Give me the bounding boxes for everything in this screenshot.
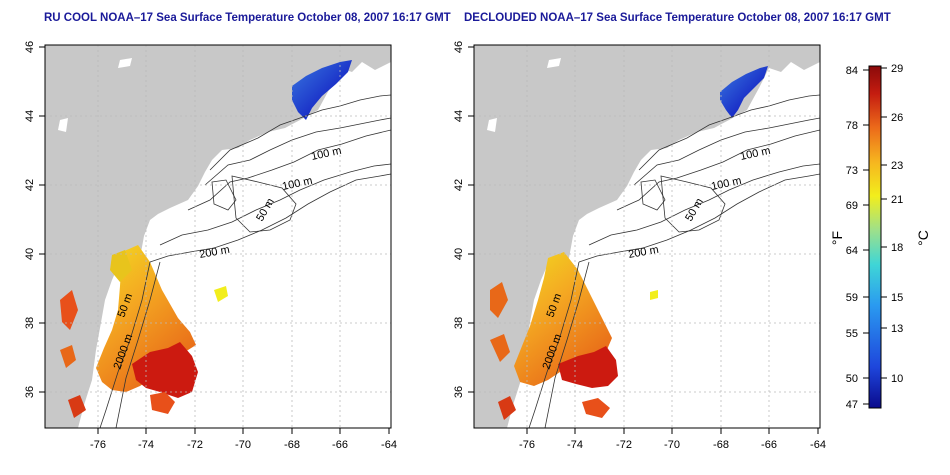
x-tick-label-left: -70 bbox=[235, 439, 251, 451]
bathymetry-contours-right bbox=[528, 94, 820, 428]
fahrenheit-tick: 73 bbox=[846, 165, 858, 177]
fahrenheit-tick: 69 bbox=[846, 200, 858, 212]
land-left bbox=[45, 45, 391, 428]
celsius-tick: 13 bbox=[891, 323, 903, 335]
map-panel-right: 100 m 100 m 50 m 200 m 50 m 2000 m 36 38… bbox=[453, 41, 826, 451]
map-panel-left: 100 m 100 m 50 m 200 m 50 m 2000 m 36 38… bbox=[24, 41, 397, 451]
fahrenheit-tick: 47 bbox=[846, 399, 858, 411]
y-tick-label-left: 44 bbox=[24, 110, 36, 122]
sst-warm-patch-right bbox=[514, 252, 612, 386]
sst-cold-patch-left bbox=[292, 60, 352, 120]
fahrenheit-tick: 78 bbox=[846, 120, 858, 132]
celsius-tick: 15 bbox=[891, 292, 903, 304]
grid-right bbox=[474, 45, 820, 428]
land-right bbox=[474, 45, 820, 428]
x-tick-label-right: -70 bbox=[664, 439, 680, 451]
celsius-tick: 21 bbox=[891, 194, 903, 206]
y-tick-label-right: 38 bbox=[453, 317, 465, 329]
celsius-tick: 18 bbox=[891, 242, 903, 254]
contour-label-left: 200 m bbox=[198, 244, 230, 261]
x-tick-label-left: -66 bbox=[332, 439, 348, 451]
x-tick-label-left: -64 bbox=[381, 439, 397, 451]
sst-hot-patch-right bbox=[558, 346, 618, 388]
fahrenheit-unit-label: °F bbox=[829, 231, 845, 245]
fahrenheit-tick: 84 bbox=[846, 65, 858, 77]
bathymetry-contours-left bbox=[99, 94, 391, 428]
x-tick-label-right: -74 bbox=[567, 439, 583, 451]
colorbar-gradient bbox=[868, 65, 882, 409]
x-tick-label-right: -66 bbox=[761, 439, 777, 451]
x-tick-label-right: -72 bbox=[616, 439, 632, 451]
y-tick-label-right: 44 bbox=[453, 110, 465, 122]
x-tick-label-left: -72 bbox=[187, 439, 203, 451]
fahrenheit-tick: 50 bbox=[846, 373, 858, 385]
celsius-tick: 26 bbox=[891, 112, 903, 124]
y-tick-label-left: 36 bbox=[24, 386, 36, 398]
y-tick-label-right: 40 bbox=[453, 248, 465, 260]
x-tick-label-right: -64 bbox=[810, 439, 826, 451]
celsius-tick: 29 bbox=[891, 63, 903, 75]
colorbar: 84 78 73 69 64 59 55 50 47 29 26 23 21 1… bbox=[829, 63, 931, 411]
y-tick-label-right: 36 bbox=[453, 386, 465, 398]
y-tick-label-right: 42 bbox=[453, 179, 465, 191]
x-tick-label-right: -68 bbox=[713, 439, 729, 451]
y-tick-label-left: 38 bbox=[24, 317, 36, 329]
sst-cold-patch-right bbox=[720, 66, 768, 118]
celsius-tick: 10 bbox=[891, 373, 903, 385]
x-tick-label-right: -76 bbox=[519, 439, 535, 451]
y-tick-label-left: 42 bbox=[24, 179, 36, 191]
x-tick-label-left: -68 bbox=[284, 439, 300, 451]
map-title-right: DECLOUDED NOAA–17 Sea Surface Temperatur… bbox=[464, 12, 891, 24]
fahrenheit-tick: 64 bbox=[846, 245, 858, 257]
x-tick-label-left: -74 bbox=[138, 439, 154, 451]
contour-label-right: 200 m bbox=[627, 244, 659, 261]
fahrenheit-tick: 55 bbox=[846, 328, 858, 340]
map-title-left: RU COOL NOAA–17 Sea Surface Temperature … bbox=[44, 12, 451, 24]
x-tick-label-left: -76 bbox=[90, 439, 106, 451]
y-tick-label-left: 40 bbox=[24, 248, 36, 260]
grid-left bbox=[45, 45, 391, 428]
celsius-unit-label: °C bbox=[915, 230, 931, 246]
y-tick-label-left: 46 bbox=[24, 41, 36, 53]
sst-hot-patch-left bbox=[132, 342, 198, 398]
y-tick-label-right: 46 bbox=[453, 41, 465, 53]
celsius-tick: 23 bbox=[891, 160, 903, 172]
fahrenheit-tick: 59 bbox=[846, 292, 858, 304]
